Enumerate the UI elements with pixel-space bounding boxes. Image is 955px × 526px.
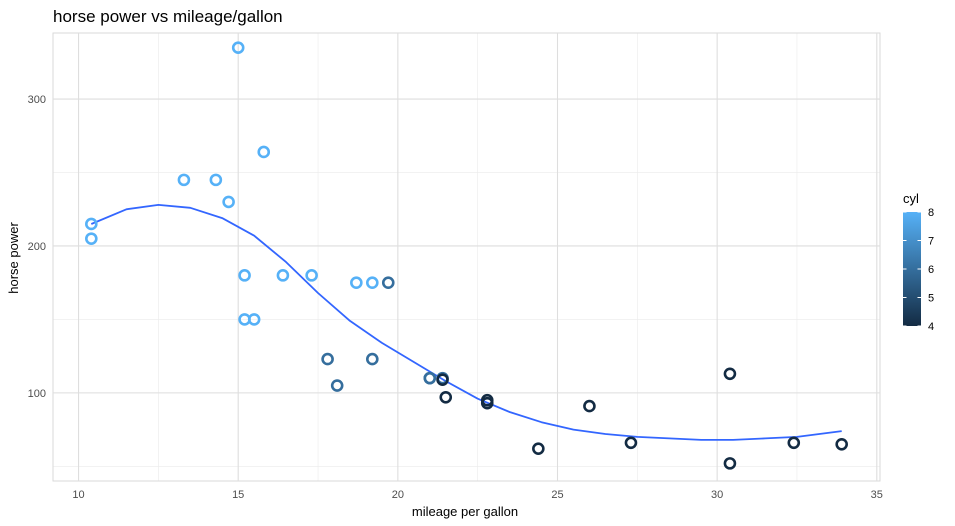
y-tick-label: 100: [28, 388, 46, 400]
y-axis-ticks: 100 200 300: [28, 94, 46, 400]
x-axis-ticks: 10 15 20 25 30 35: [72, 489, 883, 501]
data-point: [238, 313, 251, 326]
data-point: [723, 457, 737, 470]
data-point: [532, 442, 545, 455]
data-point: [222, 195, 235, 209]
data-point: [423, 371, 437, 385]
points-layer: [85, 41, 848, 470]
legend-tick-label: 8: [928, 207, 934, 219]
data-point: [436, 373, 449, 386]
data-point: [85, 232, 98, 245]
data-point: [257, 145, 271, 159]
data-point: [276, 269, 290, 282]
x-tick-label: 35: [871, 489, 883, 501]
data-point: [366, 276, 379, 290]
data-point: [835, 437, 848, 451]
data-point: [787, 436, 801, 450]
smooth-curve: [90, 204, 842, 441]
data-point: [583, 399, 596, 413]
x-tick-label: 25: [551, 489, 563, 501]
x-axis-label: mileage per gallon: [412, 504, 518, 519]
data-point: [366, 352, 379, 366]
x-tick-label: 20: [392, 489, 404, 501]
legend-tick-label: 6: [928, 264, 934, 276]
x-tick-label: 15: [232, 489, 244, 501]
y-axis-label: horse power: [6, 222, 21, 294]
x-tick-label: 10: [72, 489, 84, 501]
major-grid: [52, 32, 881, 482]
data-point: [321, 352, 334, 366]
legend-title: cyl: [903, 191, 919, 206]
chart-title: horse power vs mileage/gallon: [53, 7, 283, 26]
legend-tick-label: 7: [928, 236, 934, 248]
y-tick-label: 300: [28, 94, 46, 106]
data-point: [330, 379, 344, 392]
panel-border: [52, 32, 881, 482]
data-point: [305, 269, 318, 282]
legend-tick-label: 5: [928, 293, 934, 305]
data-point: [624, 436, 638, 450]
data-point: [238, 269, 251, 282]
data-point: [723, 367, 737, 381]
data-point: [85, 217, 98, 231]
data-point: [381, 276, 395, 290]
smooth-curve-layer: [90, 204, 842, 441]
data-point: [480, 393, 494, 407]
y-tick-label: 200: [28, 241, 46, 253]
data-point: [231, 41, 245, 54]
x-tick-label: 30: [711, 489, 723, 501]
data-point: [177, 173, 191, 187]
data-point: [439, 390, 453, 404]
legend-colorbar: [903, 212, 921, 326]
minor-grid: [53, 33, 880, 481]
legend-tick-label: 4: [928, 321, 934, 333]
data-point: [209, 173, 223, 187]
color-legend: cyl 4 5 6 7 8: [903, 191, 934, 333]
data-point: [350, 276, 363, 290]
